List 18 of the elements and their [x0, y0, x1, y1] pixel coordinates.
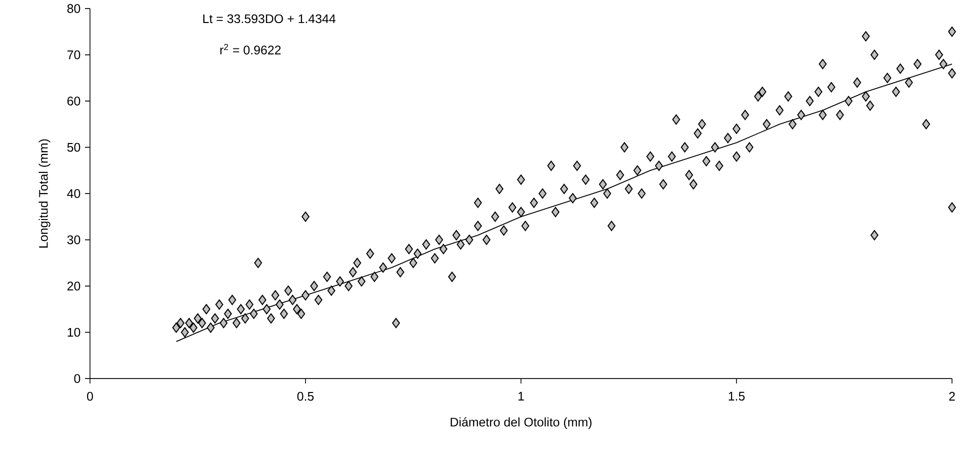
y-tick-label: 80 [67, 4, 80, 14]
y-tick-label: 0 [74, 374, 80, 384]
x-axis-title: Diámetro del Otolito (mm) [450, 417, 592, 430]
y-tick-label: 10 [68, 328, 80, 337]
y-tick-label: 40 [67, 189, 80, 198]
x-tick-label: 2 [949, 392, 955, 401]
y-tick-label: 60 [67, 96, 80, 106]
x-tick-label: 0 [87, 392, 93, 401]
y-tick-label: 20 [67, 282, 80, 291]
y-tick-label: 50 [67, 143, 80, 152]
x-tick-label: 1 [518, 392, 524, 401]
annotation: r$^{2}$ = 0.9622 [220, 44, 281, 55]
y-tick-label: 30 [67, 236, 80, 244]
x-tick-label: 0.5 [297, 392, 314, 401]
annotation: Lt = 33.593DO + 1.4344 [203, 14, 336, 24]
y-tick-label: 70 [67, 50, 80, 60]
y-axis-title: Longitud Total (mm) [38, 140, 50, 248]
x-tick-label: 1.5 [728, 392, 745, 401]
